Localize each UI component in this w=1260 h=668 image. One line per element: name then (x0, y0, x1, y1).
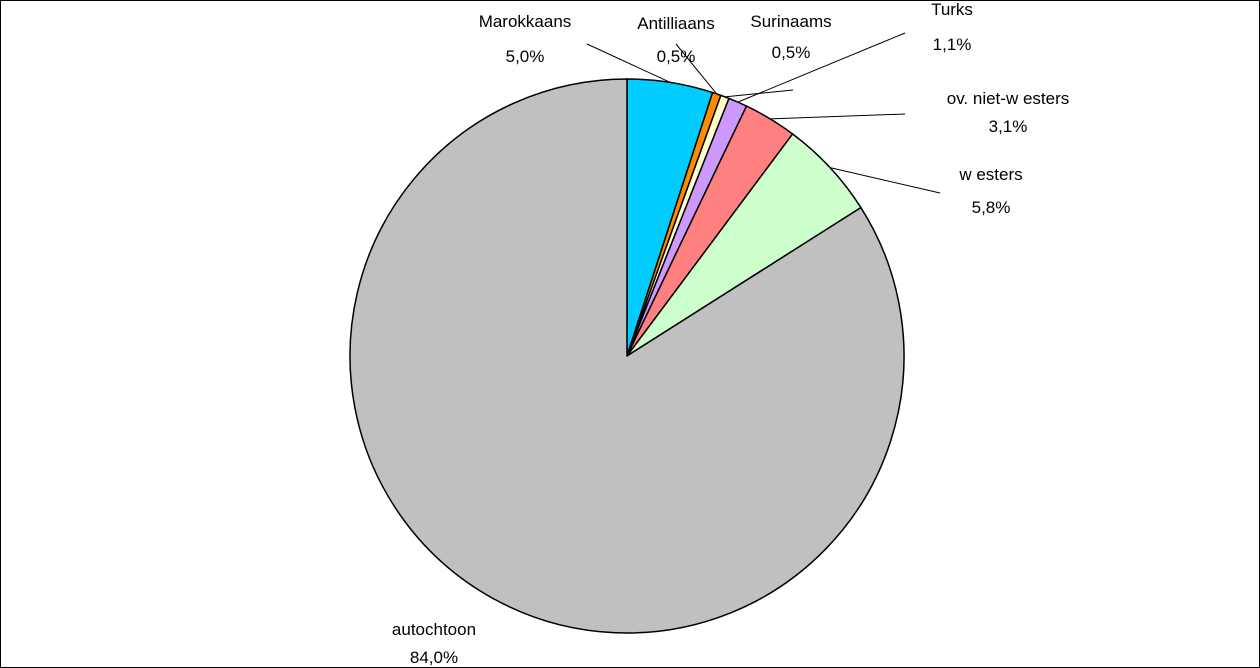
slice-labels: Marokkaans 5,0% Antilliaans 0,5% Surinaams 0,… (392, 0, 1069, 667)
slice-value-label: 5,8% (972, 198, 1011, 217)
pie-slices (349, 78, 905, 634)
pie-slice-autochtoon (349, 78, 905, 634)
slice-value-label: 5,0% (506, 47, 545, 66)
slice-value-label: 1,1% (933, 35, 972, 54)
slice-category-label: Marokkaans (479, 12, 572, 31)
slice-value-label: 3,1% (989, 117, 1028, 136)
leader-lines (586, 32, 941, 194)
slice-value-label: 84,0% (410, 648, 458, 667)
slice-category-label: w esters (958, 165, 1022, 184)
leader-line (675, 43, 718, 95)
slice-category-label: Surinaams (750, 12, 831, 31)
slice-category-label: ov. niet-w esters (947, 89, 1070, 108)
slice-category-label: autochtoon (392, 620, 476, 639)
slice-value-label: 0,5% (772, 43, 811, 62)
slice-category-label: Antilliaans (637, 14, 715, 33)
leader-line (737, 32, 906, 103)
leader-line (586, 43, 671, 83)
slice-category-label: Turks (931, 0, 973, 19)
slice-value-label: 0,5% (657, 47, 696, 66)
leader-line (770, 113, 906, 120)
leader-line (829, 167, 941, 194)
